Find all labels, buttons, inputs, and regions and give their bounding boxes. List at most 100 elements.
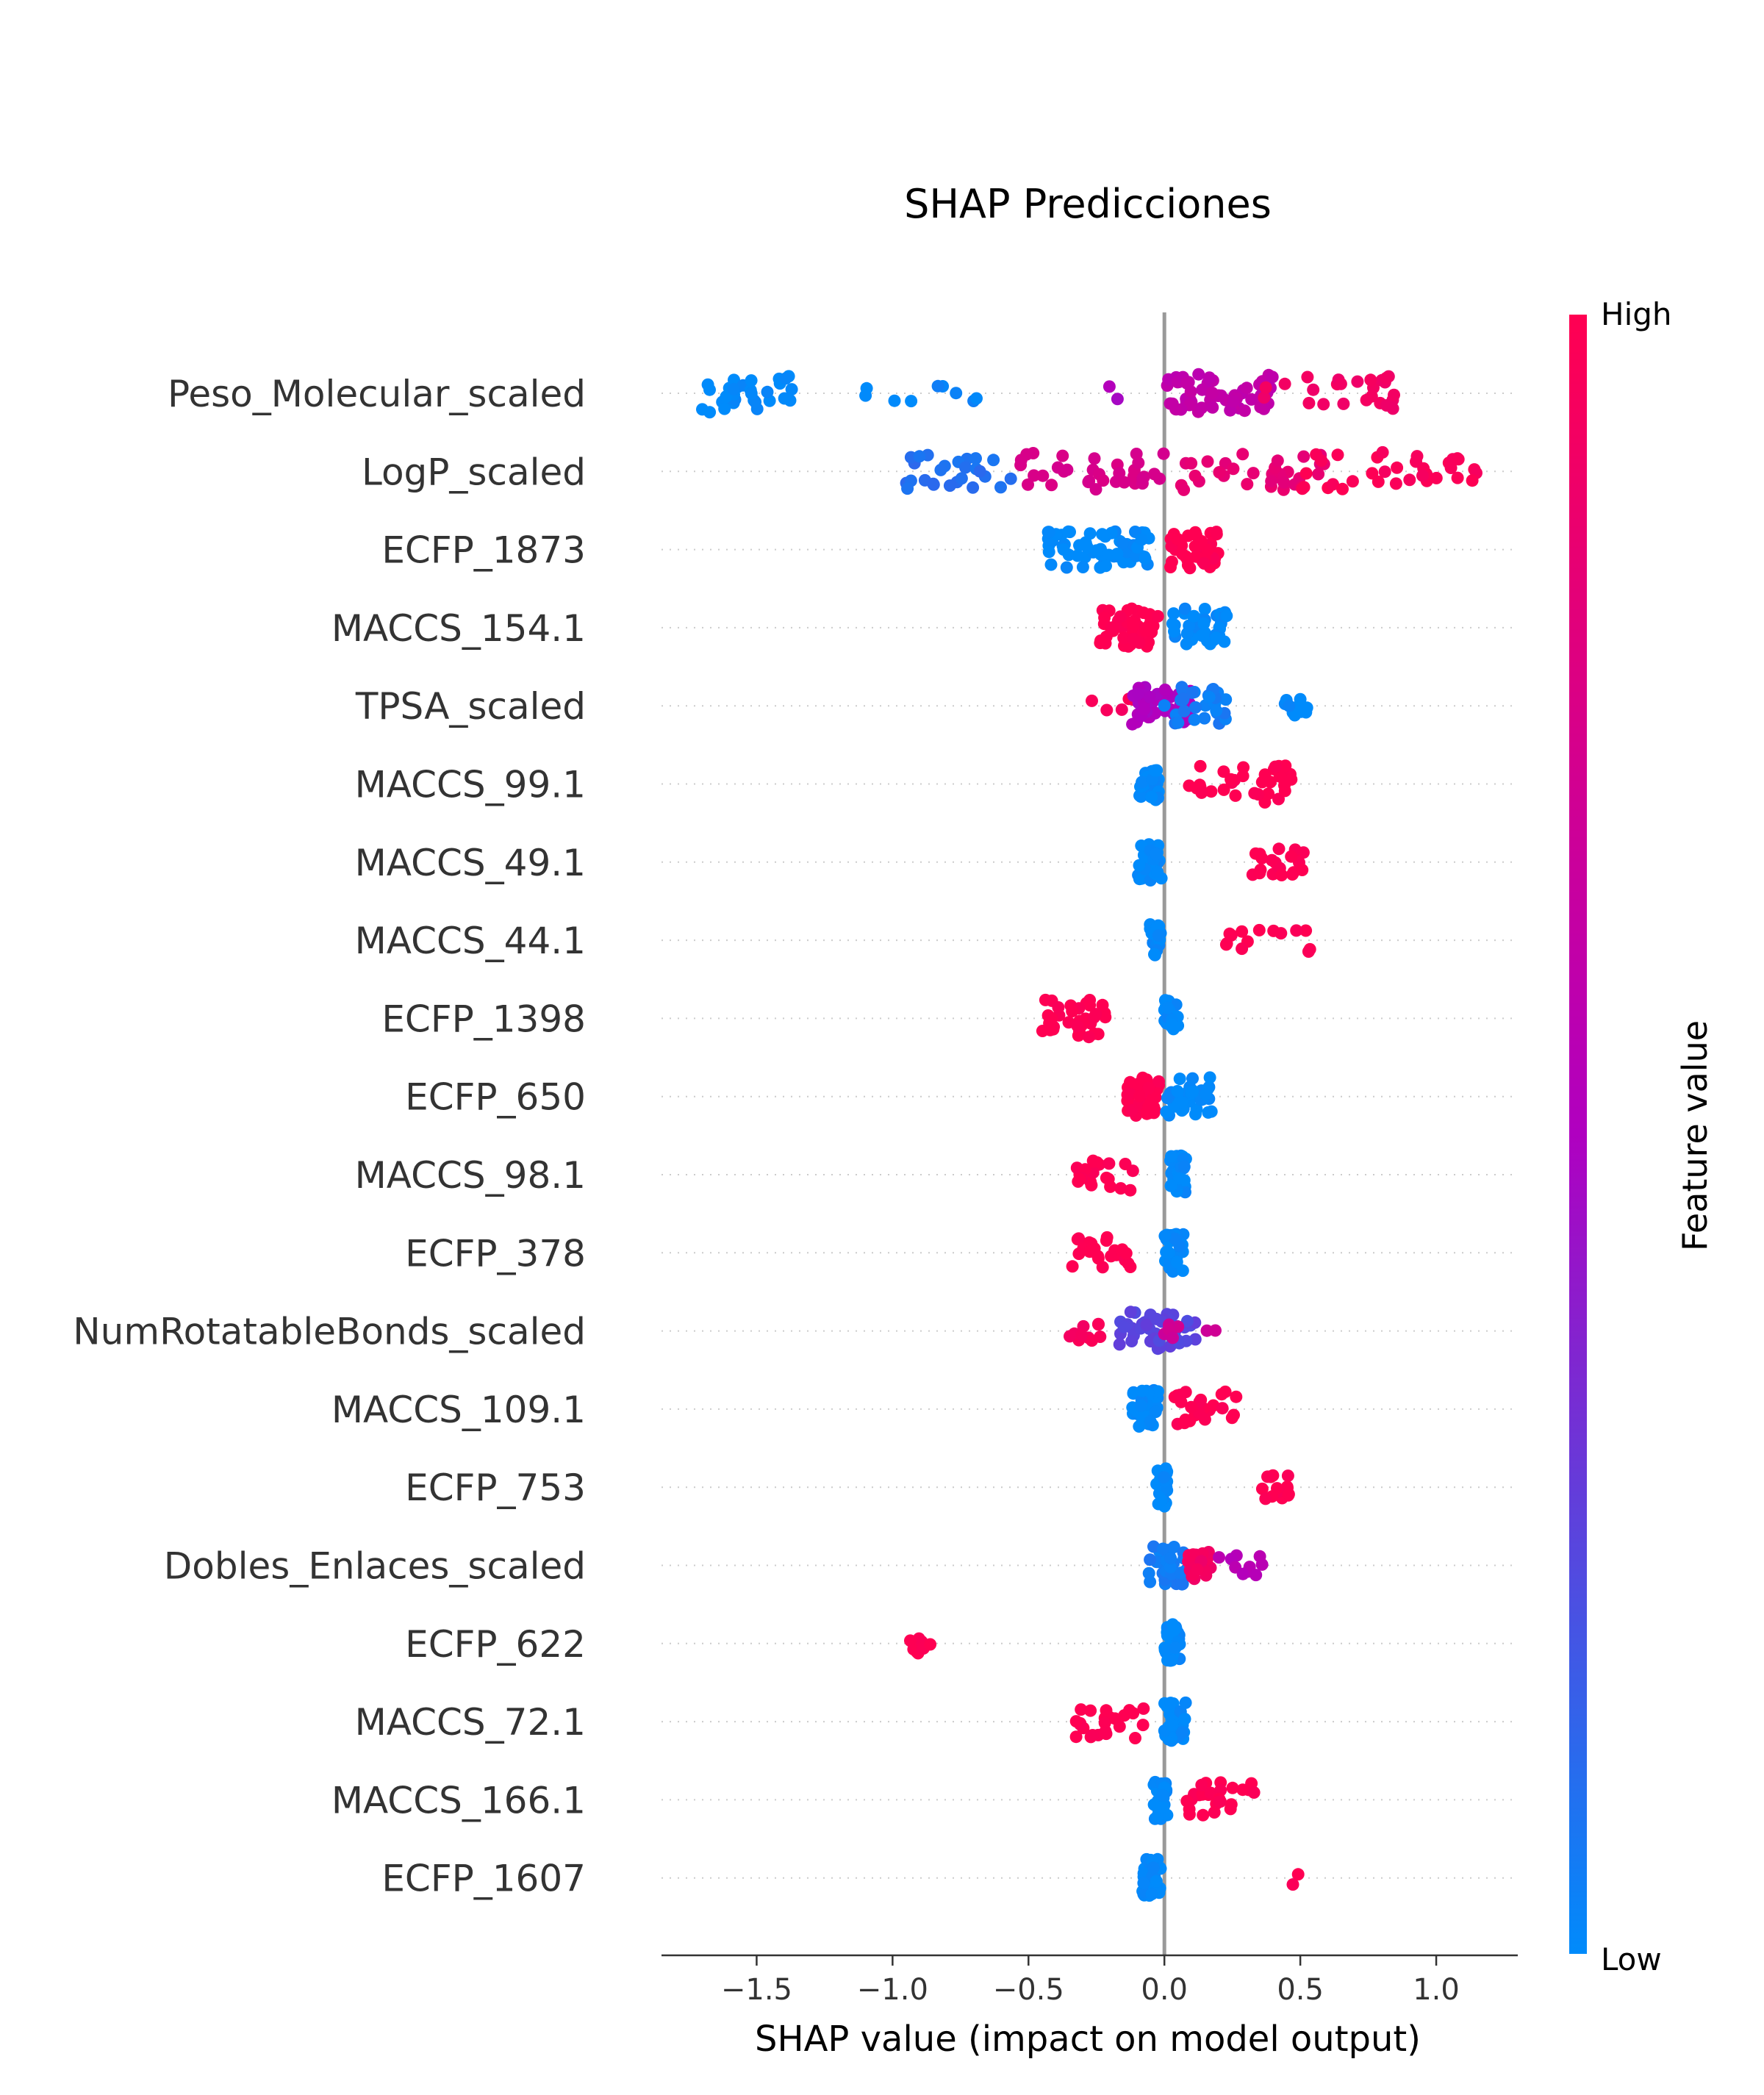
shap-point <box>1156 1542 1169 1555</box>
shap-point <box>1179 1696 1192 1709</box>
shap-point <box>1275 869 1288 881</box>
shap-point <box>1171 1085 1184 1097</box>
shap-point <box>1346 475 1359 488</box>
shap-point <box>1296 864 1309 876</box>
x-axis: −1.5 −1.0 −0.5 0.0 0.5 1.0 <box>662 1954 1518 2007</box>
shap-point <box>1197 1808 1210 1822</box>
shap-point <box>1043 1017 1056 1030</box>
shap-point <box>1138 703 1151 716</box>
shap-point <box>1122 1257 1135 1270</box>
shap-point <box>1198 712 1211 725</box>
shap-point <box>1195 786 1208 799</box>
shap-point <box>1192 368 1205 381</box>
shap-point <box>1255 1482 1269 1495</box>
shap-point <box>1236 925 1249 938</box>
shap-point <box>1288 709 1302 722</box>
shap-point <box>1152 1075 1165 1088</box>
shap-point <box>1183 619 1196 632</box>
shap-point <box>1237 761 1250 774</box>
shap-point <box>1389 477 1402 490</box>
shap-point <box>1300 701 1313 715</box>
feature-label: Peso_Molecular_scaled <box>168 373 586 415</box>
shap-point <box>1072 1247 1086 1261</box>
feature-label: MACCS_109.1 <box>331 1389 586 1431</box>
shap-point <box>1136 472 1150 485</box>
shap-point <box>1105 526 1118 540</box>
shap-point <box>1173 1072 1186 1086</box>
shap-point <box>1164 1561 1177 1574</box>
shap-point <box>1227 395 1240 408</box>
shap-point <box>931 379 944 393</box>
shap-point <box>1245 393 1258 406</box>
shap-point <box>1294 692 1307 706</box>
shap-point <box>1291 1868 1305 1881</box>
shap-point <box>1227 1408 1240 1422</box>
shap-point <box>1236 1567 1250 1580</box>
shap-point <box>1317 398 1330 411</box>
shap-point <box>973 465 986 478</box>
shap-point <box>1118 476 1131 489</box>
shap-point <box>1133 636 1146 649</box>
shap-point <box>1098 1716 1111 1730</box>
feature-label: Dobles_Enlaces_scaled <box>164 1545 586 1588</box>
shap-point <box>1378 465 1391 479</box>
shap-point <box>1180 1794 1194 1808</box>
shap-point <box>1183 1808 1196 1821</box>
shap-point <box>1172 716 1185 729</box>
shap-point <box>703 383 716 396</box>
shap-point <box>1176 1096 1189 1109</box>
shap-point <box>1102 1157 1116 1170</box>
shap-point <box>1201 455 1214 468</box>
shap-point <box>1266 370 1279 384</box>
shap-point <box>1147 1540 1160 1553</box>
shap-point <box>970 392 983 405</box>
colorbar-gradient <box>1569 315 1587 1954</box>
shap-point <box>1410 455 1422 468</box>
shap-point <box>1210 704 1223 717</box>
shap-point <box>1171 533 1184 546</box>
shap-point <box>1150 848 1163 861</box>
shap-point <box>904 1634 917 1647</box>
shap-point <box>1188 526 1202 539</box>
shap-point <box>1129 1732 1141 1744</box>
shap-point <box>703 406 717 419</box>
shap-point <box>1158 683 1172 696</box>
feature-label: TPSA_scaled <box>355 685 586 728</box>
shap-point <box>1084 1704 1097 1717</box>
shap-point <box>1111 393 1124 406</box>
shap-point <box>1261 1470 1274 1483</box>
shap-point <box>1100 1704 1113 1717</box>
shap-point <box>745 387 758 400</box>
feature-label: NumRotatableBonds_scaled <box>73 1311 586 1353</box>
shap-point <box>1092 1318 1105 1331</box>
shap-point <box>1137 606 1150 620</box>
shap-point <box>1167 1541 1180 1553</box>
shap-point <box>1336 482 1349 495</box>
shap-point <box>1124 1183 1137 1197</box>
shap-point <box>1155 1494 1168 1506</box>
feature-label: ECFP_1607 <box>381 1858 586 1900</box>
shap-point <box>1219 693 1233 706</box>
shap-point <box>1283 699 1296 712</box>
shap-point <box>1166 1265 1180 1278</box>
shap-point <box>1113 467 1126 480</box>
chart-title: SHAP Predicciones <box>904 181 1272 227</box>
shap-point <box>1177 1160 1191 1173</box>
shap-point <box>1158 699 1171 712</box>
shap-point <box>1380 371 1393 384</box>
shap-point <box>1297 450 1311 463</box>
shap-point <box>1178 1713 1191 1725</box>
shap-point <box>1164 1179 1177 1192</box>
shap-point <box>785 383 798 396</box>
shap-point <box>1175 1577 1188 1591</box>
shap-point <box>1269 760 1282 773</box>
shap-point <box>1139 624 1152 637</box>
shap-point <box>1125 1335 1139 1347</box>
shap-point <box>1179 1413 1192 1426</box>
feature-label: MACCS_166.1 <box>331 1779 586 1822</box>
shap-point <box>1188 469 1202 482</box>
colorbar-title: Feature value <box>1675 1020 1715 1251</box>
shap-point <box>1210 631 1222 644</box>
shap-point <box>1259 381 1272 394</box>
shap-point <box>1071 549 1084 562</box>
